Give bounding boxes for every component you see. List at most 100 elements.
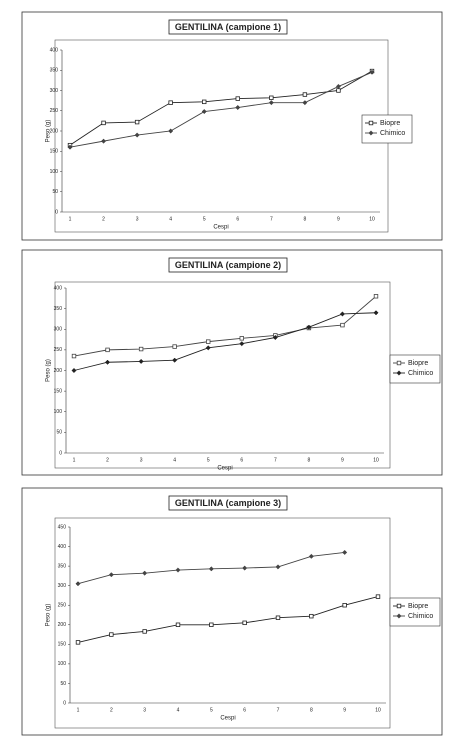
y-tick-label: 100	[50, 169, 59, 175]
y-tick-label: 150	[50, 149, 59, 155]
marker	[335, 83, 341, 90]
y-tick-label: 250	[58, 603, 67, 609]
y-tick-label: 150	[58, 642, 67, 648]
y-tick-label: 350	[58, 563, 67, 569]
series-line	[77, 596, 379, 643]
x-tick-label: 7	[270, 216, 273, 222]
x-tick-label: 5	[203, 216, 206, 222]
series-line	[69, 71, 373, 148]
y-axis-label: Peso (g)	[46, 359, 52, 382]
marker	[208, 566, 214, 572]
marker	[309, 613, 314, 619]
marker	[71, 367, 77, 374]
chart-title: GENTILINA (campione 3)	[175, 498, 281, 508]
marker	[239, 336, 244, 341]
y-tick-label: 300	[50, 88, 59, 94]
marker	[269, 95, 274, 100]
x-tick-label: 1	[77, 707, 80, 713]
x-tick-label: 8	[307, 457, 310, 463]
y-tick-label: 0	[59, 450, 62, 456]
x-axis-label: Cespi	[217, 466, 232, 472]
marker	[209, 622, 214, 627]
chart-title: GENTILINA (campione 2)	[175, 260, 281, 270]
x-tick-label: 8	[303, 216, 306, 222]
y-tick-label: 0	[63, 700, 66, 706]
title-box	[168, 257, 288, 273]
marker	[142, 629, 147, 634]
marker	[142, 570, 148, 576]
marker	[340, 322, 345, 328]
y-tick-label: 350	[54, 306, 63, 312]
x-tick-label: 4	[173, 457, 176, 463]
x-tick-label: 1	[69, 216, 72, 222]
marker	[105, 359, 111, 365]
x-tick-label: 6	[236, 216, 239, 222]
legend-box	[361, 114, 413, 144]
marker	[168, 128, 174, 134]
y-tick-label: 400	[50, 47, 59, 53]
marker	[175, 622, 181, 627]
marker	[396, 613, 402, 619]
legend-label: Biopre	[408, 603, 428, 610]
y-tick-label: 200	[50, 128, 59, 134]
x-tick-label: 9	[341, 457, 344, 463]
plot-frame	[54, 39, 389, 233]
x-tick-label: 3	[140, 457, 143, 463]
plot-frame	[54, 281, 391, 469]
legend-label: Biopre	[380, 120, 400, 127]
marker	[396, 370, 402, 376]
marker	[302, 100, 308, 106]
marker	[109, 632, 114, 637]
marker	[205, 345, 211, 351]
x-tick-label: 8	[310, 707, 313, 713]
y-tick-label: 50	[60, 681, 66, 687]
marker	[368, 130, 374, 136]
title-box	[168, 19, 288, 35]
x-tick-label: 2	[106, 457, 109, 463]
x-tick-label: 10	[373, 457, 379, 463]
x-tick-label: 7	[274, 457, 277, 463]
legend-box	[389, 354, 441, 384]
y-axis-label: Peso (g)	[46, 120, 52, 143]
series-line	[69, 70, 373, 146]
marker	[239, 341, 245, 347]
x-tick-label: 3	[143, 707, 146, 713]
panel-border	[21, 249, 443, 476]
panel-border	[21, 11, 443, 241]
series-line	[73, 295, 377, 357]
marker	[71, 353, 77, 359]
x-tick-label: 9	[343, 707, 346, 713]
marker	[172, 344, 177, 349]
marker	[138, 346, 144, 352]
marker	[101, 138, 107, 144]
y-tick-label: 400	[58, 544, 67, 550]
marker	[272, 334, 278, 341]
marker	[339, 311, 345, 317]
y-tick-label: 50	[52, 189, 58, 195]
chart-title: GENTILINA (campione 1)	[175, 22, 281, 32]
marker	[375, 594, 381, 599]
marker	[235, 104, 241, 111]
legend-label: Chimico	[380, 130, 405, 137]
x-tick-label: 9	[337, 216, 340, 222]
marker	[308, 553, 314, 559]
marker	[134, 132, 140, 138]
marker	[206, 339, 211, 344]
x-tick-label: 6	[243, 707, 246, 713]
x-tick-label: 4	[169, 216, 172, 222]
marker	[302, 92, 308, 97]
marker	[242, 565, 248, 571]
legend-label: Chimico	[408, 613, 433, 620]
x-axis-label: Cespi	[213, 225, 228, 231]
y-tick-label: 250	[54, 347, 63, 353]
marker	[336, 88, 341, 93]
x-tick-label: 7	[277, 707, 280, 713]
marker	[342, 549, 348, 555]
marker	[108, 572, 114, 578]
marker	[368, 120, 374, 126]
x-tick-label: 4	[177, 707, 180, 713]
legend-label: Biopre	[408, 360, 428, 367]
legend-box	[389, 597, 441, 627]
x-tick-label: 2	[102, 216, 105, 222]
